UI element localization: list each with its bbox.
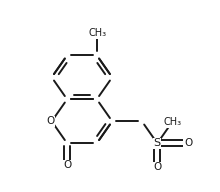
Text: O: O	[63, 160, 72, 170]
Text: S: S	[154, 138, 161, 148]
Text: O: O	[184, 138, 192, 148]
Text: O: O	[46, 116, 55, 126]
Text: CH₃: CH₃	[164, 117, 182, 127]
Text: O: O	[153, 162, 161, 172]
Text: CH₃: CH₃	[89, 28, 107, 38]
